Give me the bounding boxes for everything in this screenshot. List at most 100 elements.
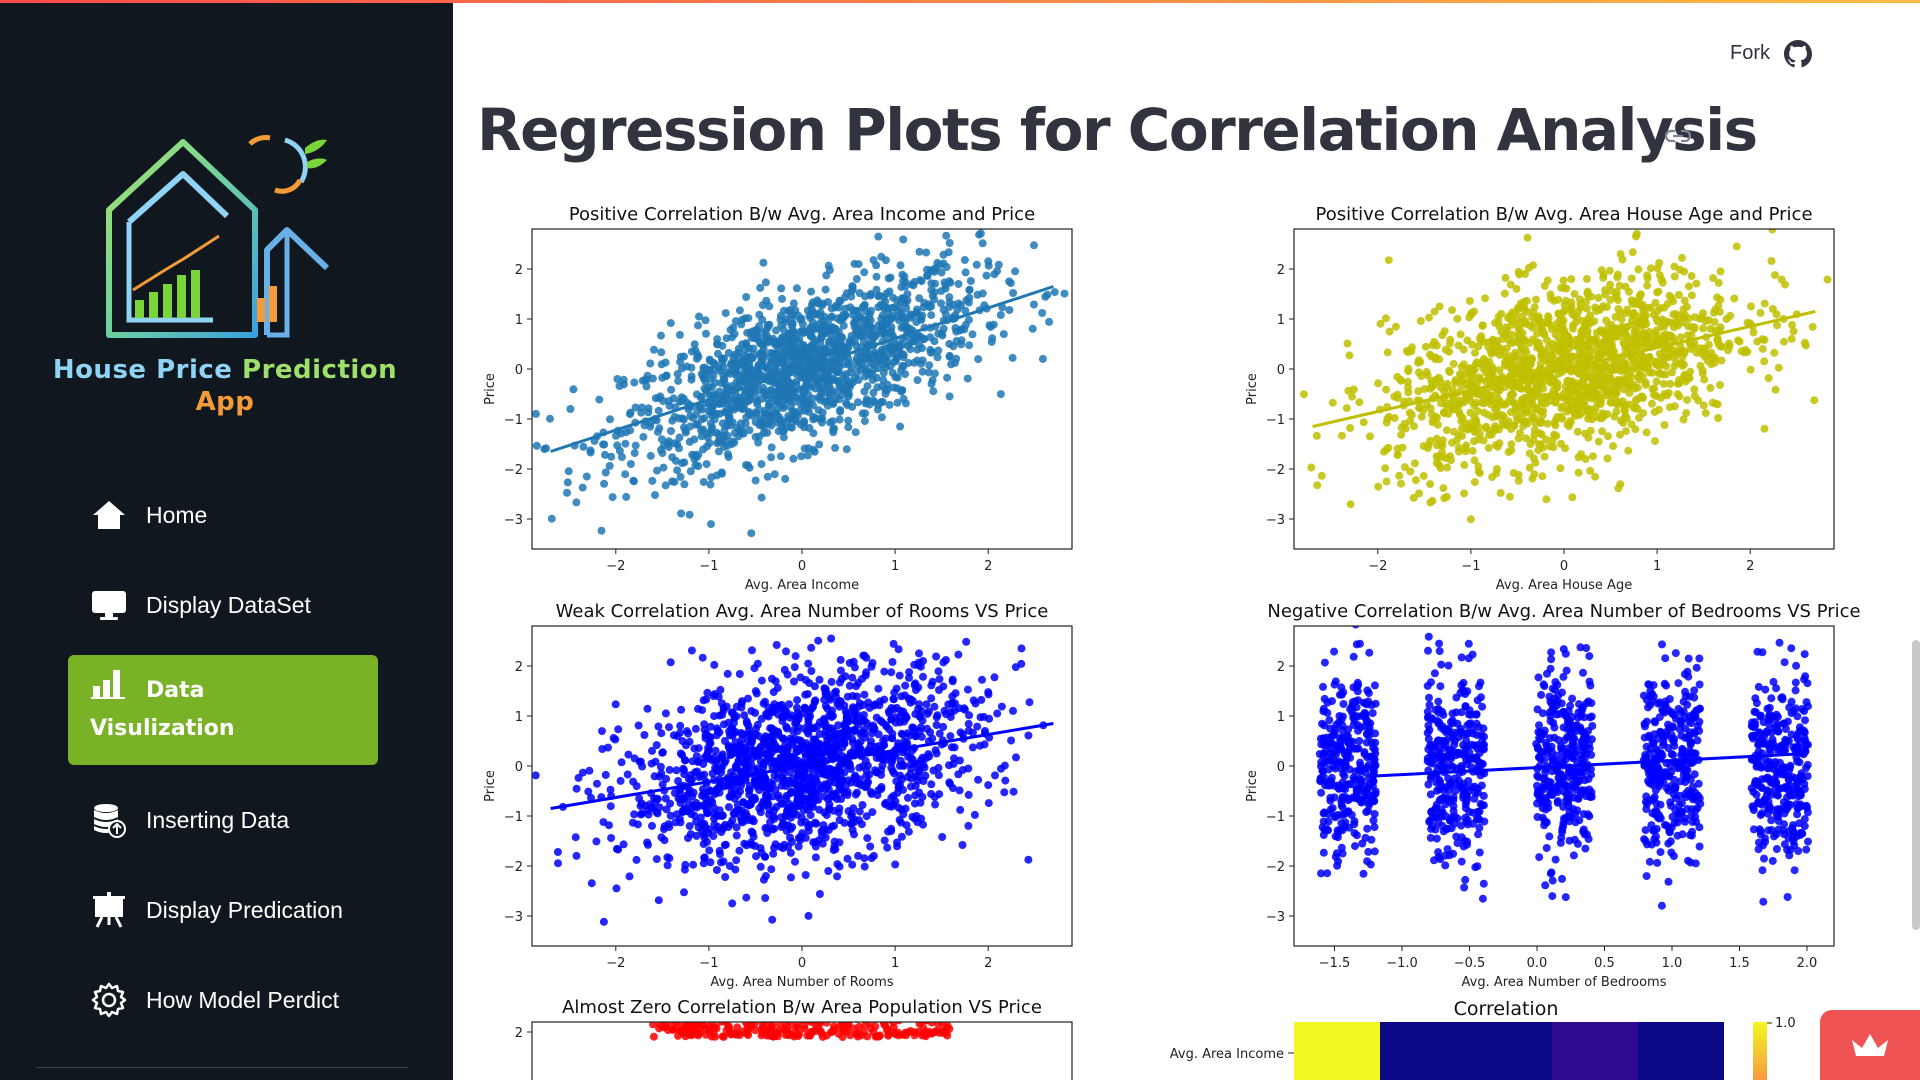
house-logo-icon — [106, 135, 330, 338]
sidebar-item-label: Data Visulization — [90, 672, 250, 748]
x-tick-label: −1.5 — [1319, 956, 1351, 971]
heatmap-cell — [1552, 1022, 1638, 1080]
x-tick-label: −2 — [606, 559, 625, 574]
bar-chart-icon — [90, 665, 128, 703]
heatmap-row-label: Avg. Area Income — [1170, 1047, 1284, 1062]
scatter-points — [532, 229, 1069, 538]
chart-title: Positive Correlation B/w Avg. Area House… — [1315, 204, 1812, 225]
sidebar-item-label-line2: Visulization — [90, 716, 235, 741]
y-tick-label: 2 — [1277, 660, 1285, 675]
sidebar-item-label: How Model Perdict — [146, 986, 340, 1013]
sidebar-item-home[interactable]: Home — [68, 470, 378, 560]
main-content: Fork Regression Plots for Correlation An… — [453, 0, 1920, 1080]
x-axis-label: Avg. Area Number of Bedrooms — [1462, 975, 1667, 990]
monitor-icon — [90, 586, 128, 624]
y-tick-label: 2 — [515, 263, 523, 278]
y-axis-label: Price — [483, 373, 498, 405]
sidebar-item-label-line1: Data — [146, 678, 205, 703]
regression-line — [1374, 752, 1808, 778]
x-tick-label: 1.0 — [1662, 956, 1683, 971]
sidebar-divider — [36, 1067, 408, 1068]
home-icon — [90, 496, 128, 534]
chart-title: Almost Zero Correlation B/w Area Populat… — [562, 997, 1042, 1018]
heatmap-cell — [1638, 1022, 1724, 1080]
y-axis-label: Price — [483, 770, 498, 802]
github-icon[interactable] — [1784, 40, 1812, 68]
sidebar-item-label: Display DataSet — [146, 591, 311, 618]
y-tick-label: −1 — [1266, 810, 1285, 825]
chart-title: Positive Correlation B/w Avg. Area Incom… — [569, 204, 1035, 225]
scrollbar[interactable] — [1912, 640, 1920, 930]
x-tick-label: 0 — [1560, 559, 1568, 574]
sidebar-item-display-dataset[interactable]: Display DataSet — [68, 560, 378, 650]
heatmap-cell — [1294, 1022, 1380, 1080]
x-tick-label: 2.0 — [1797, 956, 1818, 971]
app-name-part3: App — [195, 387, 255, 417]
y-tick-label: 0 — [1277, 363, 1285, 378]
crown-icon — [1852, 1034, 1888, 1056]
scatter-plot-1: Positive Correlation B/w Avg. Area Incom… — [483, 204, 1073, 593]
heatmap-colorbar — [1753, 1022, 1767, 1080]
x-tick-label: 0.0 — [1527, 956, 1548, 971]
y-tick-label: 2 — [1277, 263, 1285, 278]
app-name-part2: Prediction — [242, 355, 398, 385]
y-tick-label: −3 — [1266, 910, 1285, 925]
correlation-heatmap: Correlation Avg. Area Income 1.0 — [1170, 998, 1796, 1080]
y-tick-label: 1 — [1277, 710, 1285, 725]
x-tick-label: 1 — [891, 559, 899, 574]
sidebar-item-how-model-perdict[interactable]: How Model Perdict — [68, 955, 378, 1045]
x-tick-label: 0 — [798, 956, 806, 971]
app-name: House Price Prediction App — [40, 354, 410, 418]
top-accent-bar — [0, 0, 1920, 3]
y-tick-label: −2 — [1266, 463, 1285, 478]
y-tick-label: −1 — [504, 413, 523, 428]
x-tick-label: −1 — [699, 559, 718, 574]
y-tick-label: 1 — [1277, 313, 1285, 328]
sidebar-item-data-visulization[interactable]: Data Visulization — [68, 655, 378, 765]
presentation-icon — [90, 891, 128, 929]
sidebar-item-label: Home — [146, 501, 208, 528]
y-tick-label: −1 — [1266, 413, 1285, 428]
app-name-part1: House Price — [52, 355, 233, 385]
database-upload-icon — [90, 801, 128, 839]
y-tick-label: 0 — [1277, 760, 1285, 775]
y-axis-label: Price — [1245, 373, 1260, 405]
x-tick-label: −2 — [1368, 559, 1387, 574]
y-tick-label: 2 — [515, 660, 523, 675]
sidebar-item-inserting-data[interactable]: Inserting Data — [68, 775, 378, 865]
y-tick-label: −2 — [504, 860, 523, 875]
x-axis-label: Avg. Area Income — [745, 578, 859, 593]
link-icon[interactable] — [1663, 126, 1693, 146]
x-tick-label: 1.5 — [1729, 956, 1750, 971]
x-tick-label: −1.0 — [1386, 956, 1418, 971]
fork-button[interactable]: Fork — [1730, 42, 1770, 64]
y-tick-label: 1 — [515, 710, 523, 725]
regression-line — [550, 285, 1054, 453]
y-tick-label: −2 — [504, 463, 523, 478]
x-tick-label: −2 — [606, 956, 625, 971]
y-tick-label: −3 — [1266, 513, 1285, 528]
chart-title: Negative Correlation B/w Avg. Area Numbe… — [1267, 601, 1860, 622]
x-tick-label: 1 — [1653, 559, 1661, 574]
scatter-plot-2: Positive Correlation B/w Avg. Area House… — [1245, 204, 1835, 593]
heatmap-cell — [1380, 1022, 1466, 1080]
x-tick-label: 1 — [891, 956, 899, 971]
streamlit-deploy-button[interactable] — [1820, 1010, 1920, 1080]
scatter-points — [1315, 626, 1812, 910]
y-tick-label: 1 — [515, 313, 523, 328]
gear-icon — [90, 981, 128, 1019]
y-tick-label: −2 — [1266, 860, 1285, 875]
x-tick-label: 0 — [798, 559, 806, 574]
x-tick-label: −1 — [1461, 559, 1480, 574]
y-axis-label: Price — [1245, 770, 1260, 802]
y-tick-label: −3 — [504, 910, 523, 925]
charts-canvas: Positive Correlation B/w Avg. Area Incom… — [483, 204, 1861, 1080]
sidebar-item-label: Inserting Data — [146, 806, 290, 833]
x-tick-label: 2 — [1746, 559, 1754, 574]
x-tick-label: 0.5 — [1594, 956, 1615, 971]
plot-frame — [531, 1021, 1073, 1080]
heatmap-title: Correlation — [1454, 998, 1559, 1020]
x-tick-label: 2 — [984, 956, 992, 971]
heatmap-cell — [1466, 1022, 1552, 1080]
sidebar-item-display-predication[interactable]: Display Predication — [68, 865, 378, 955]
